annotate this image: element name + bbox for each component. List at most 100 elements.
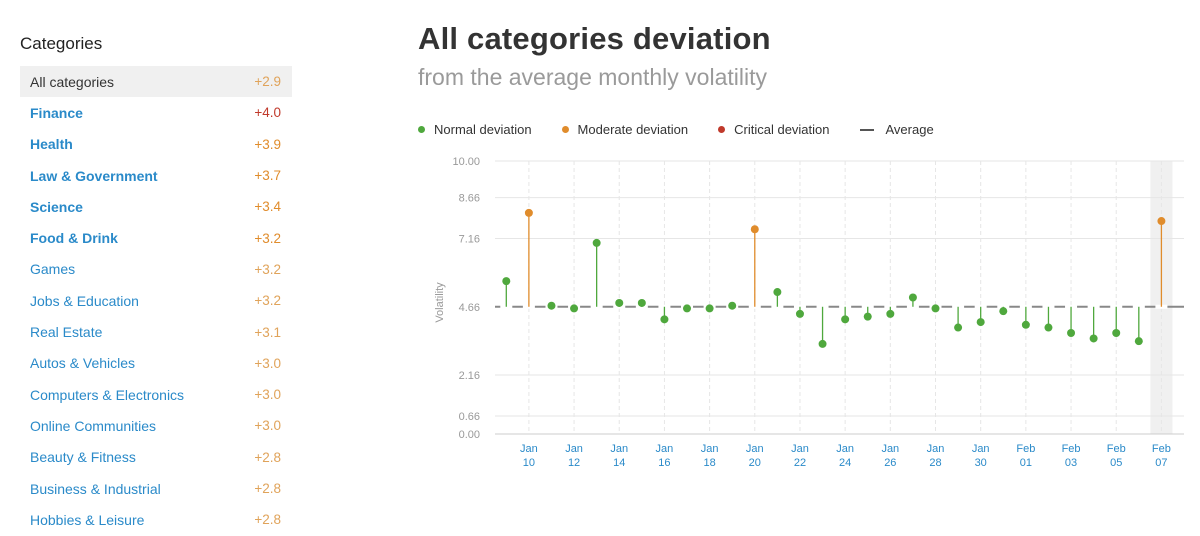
- x-tick-label-month: Jan: [701, 443, 719, 455]
- data-point: [841, 315, 850, 324]
- sidebar-item-label: Business & Industrial: [30, 480, 161, 497]
- sidebar-item-value: +3.2: [254, 261, 281, 277]
- data-point: [637, 298, 646, 307]
- sidebar-item-hobbies-leisure[interactable]: Hobbies & Leisure +2.8: [20, 504, 292, 535]
- sidebar-item-all-categories[interactable]: All categories +2.9: [20, 66, 292, 98]
- sidebar-item-value: +3.0: [254, 387, 281, 403]
- sidebar-item-label: Hobbies & Leisure: [30, 511, 145, 528]
- legend-label: Average: [885, 122, 934, 137]
- sidebar-item-value: +2.8: [254, 512, 281, 528]
- data-point: [1112, 328, 1121, 337]
- data-point: [1021, 320, 1030, 329]
- sidebar-item-value: +3.9: [254, 136, 281, 152]
- x-tick-label-day: 24: [839, 457, 851, 469]
- sidebar-item-food-drink[interactable]: Food & Drink +3.2: [20, 222, 292, 253]
- sidebar-item-jobs-education[interactable]: Jobs & Education +3.2: [20, 285, 292, 316]
- legend-item-normal-deviation[interactable]: Normal deviation: [418, 122, 532, 137]
- data-point: [1134, 337, 1143, 346]
- x-tick-label-month: Jan: [746, 443, 764, 455]
- sidebar-item-label: Beauty & Fitness: [30, 449, 136, 466]
- x-tick-label-month: Jan: [565, 443, 583, 455]
- sidebar-item-label: Real Estate: [30, 324, 103, 341]
- x-tick-label-day: 18: [703, 457, 715, 469]
- legend-item-critical-deviation[interactable]: Critical deviation: [718, 122, 830, 137]
- x-tick-label-month: Jan: [520, 443, 538, 455]
- y-tick-label: 10.00: [452, 156, 480, 168]
- sidebar-item-value: +4.0: [254, 105, 281, 121]
- data-point: [999, 307, 1008, 316]
- x-tick-label-month: Jan: [927, 443, 945, 455]
- data-point: [615, 298, 624, 307]
- chart-legend: Normal deviation Moderate deviation Critic…: [418, 122, 964, 137]
- sidebar-item-computers-electronics[interactable]: Computers & Electronics +3.0: [20, 379, 292, 410]
- data-point: [908, 293, 917, 302]
- data-point: [795, 309, 804, 318]
- sidebar-item-beauty-fitness[interactable]: Beauty & Fitness +2.8: [20, 442, 292, 473]
- data-point: [931, 304, 940, 313]
- data-point: [1044, 323, 1053, 332]
- y-tick-label: 4.66: [459, 302, 480, 314]
- sidebar-item-value: +3.1: [254, 324, 281, 340]
- legend-label: Moderate deviation: [577, 122, 689, 137]
- main-panel: All categories deviation from the averag…: [418, 0, 771, 92]
- sidebar-item-autos-vehicles[interactable]: Autos & Vehicles +3.0: [20, 348, 292, 379]
- sidebar-item-online-communities[interactable]: Online Communities +3.0: [20, 410, 292, 441]
- legend-dot-icon: [718, 126, 726, 133]
- sidebar-item-label: Health: [30, 136, 73, 153]
- data-point: [954, 323, 963, 332]
- legend-label: Critical deviation: [734, 122, 830, 137]
- x-tick-label-day: 14: [613, 457, 625, 469]
- data-point: [886, 309, 895, 318]
- legend-item-moderate-deviation[interactable]: Moderate deviation: [561, 122, 689, 137]
- sidebar-item-value: +2.8: [254, 449, 281, 465]
- x-tick-label-month: Feb: [1107, 443, 1126, 455]
- y-tick-label: 8.66: [459, 193, 480, 205]
- data-point: [683, 304, 692, 313]
- sidebar-item-label: Online Communities: [30, 417, 157, 434]
- sidebar-item-law-government[interactable]: Law & Government +3.7: [20, 160, 292, 191]
- x-tick-label-month: Jan: [972, 443, 990, 455]
- sidebar-item-games[interactable]: Games +3.2: [20, 254, 292, 285]
- data-point: [1067, 328, 1076, 337]
- categories-sidebar: Categories All categories +2.9 Finance +4.0…: [20, 0, 292, 535]
- page-title: All categories deviation: [418, 21, 771, 56]
- data-point: [863, 312, 872, 321]
- x-tick-label-month: Feb: [1062, 443, 1081, 455]
- legend-item-average[interactable]: Average: [859, 122, 934, 137]
- data-point: [1089, 334, 1098, 343]
- legend-dot-icon: [418, 126, 425, 133]
- data-point: [976, 318, 985, 327]
- data-point: [524, 208, 533, 217]
- data-point: [547, 301, 556, 310]
- sidebar-item-science[interactable]: Science +3.4: [20, 191, 292, 222]
- sidebar-item-value: +3.0: [254, 418, 281, 434]
- data-point: [705, 304, 714, 313]
- x-tick-label-day: 22: [794, 457, 806, 469]
- category-list: All categories +2.9 Finance +4.0 Health +3.9 L…: [20, 66, 292, 535]
- sidebar-item-business-industrial[interactable]: Business & Industrial +2.8: [20, 473, 292, 504]
- sidebar-item-health[interactable]: Health +3.9: [20, 129, 292, 160]
- sidebar-item-label: Food & Drink: [30, 230, 118, 247]
- x-tick-label-day: 16: [658, 457, 670, 469]
- sidebar-item-label: Finance: [30, 104, 83, 121]
- x-tick-label-day: 28: [929, 457, 941, 469]
- x-tick-label-day: 07: [1155, 457, 1167, 469]
- data-point: [570, 304, 579, 313]
- x-tick-label-month: Feb: [1152, 443, 1171, 455]
- page-subtitle: from the average monthly volatility: [418, 64, 767, 90]
- x-tick-label-day: 20: [749, 457, 761, 469]
- sidebar-item-real-estate[interactable]: Real Estate +3.1: [20, 316, 292, 347]
- x-tick-label-day: 05: [1110, 457, 1122, 469]
- sidebar-item-value: +3.2: [254, 230, 281, 246]
- legend-line-icon: [859, 128, 874, 131]
- legend-dot-icon: [561, 126, 569, 133]
- sidebar-item-finance[interactable]: Finance +4.0: [20, 97, 292, 128]
- data-point: [592, 238, 601, 247]
- data-point: [773, 288, 782, 297]
- y-tick-label: 0.00: [459, 429, 480, 441]
- sidebar-item-label: Law & Government: [30, 167, 158, 184]
- data-point: [660, 315, 669, 324]
- y-tick-label: 0.66: [459, 411, 480, 423]
- sidebar-item-value: +3.0: [254, 355, 281, 371]
- sidebar-item-label: Computers & Electronics: [30, 386, 185, 403]
